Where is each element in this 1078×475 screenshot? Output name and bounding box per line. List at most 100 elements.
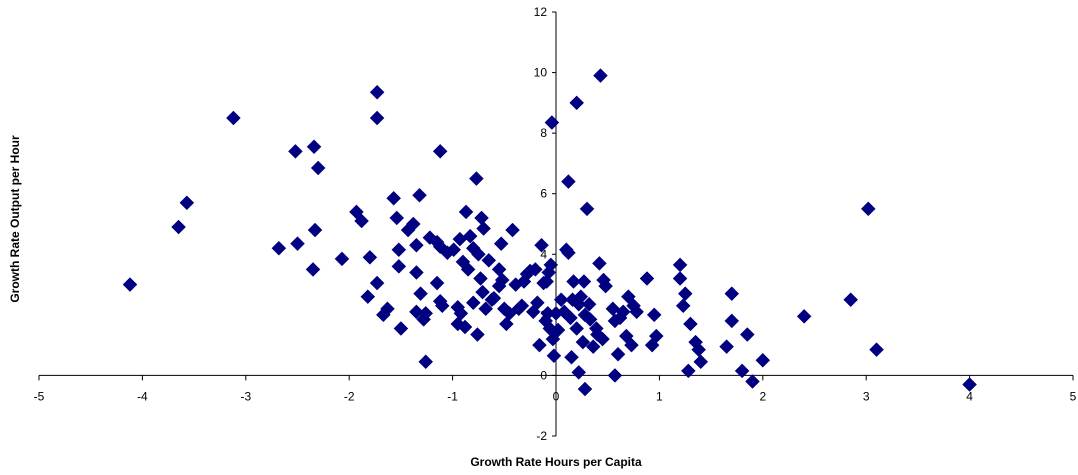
data-point <box>598 278 613 294</box>
data-point <box>843 292 859 308</box>
data-point <box>745 374 760 389</box>
data-point <box>307 222 323 238</box>
x-tick-label: -3 <box>240 389 251 403</box>
data-point <box>577 381 593 397</box>
data-point <box>571 365 587 380</box>
data-point <box>122 277 138 292</box>
data-point <box>677 286 693 302</box>
x-tick-label: 0 <box>553 389 560 403</box>
x-tick-label: 2 <box>759 389 766 403</box>
data-point <box>446 242 461 258</box>
data-point <box>693 354 709 370</box>
data-point <box>543 257 559 273</box>
data-point <box>432 143 448 159</box>
data-point <box>391 242 407 258</box>
data-point <box>675 298 691 314</box>
data-point <box>405 216 421 232</box>
y-tick-label: 4 <box>540 247 547 261</box>
data-point <box>469 171 484 186</box>
data-point <box>579 201 595 217</box>
data-point <box>499 316 514 332</box>
data-point <box>491 262 507 277</box>
data-point <box>610 346 626 362</box>
data-point <box>639 271 655 286</box>
data-point <box>869 342 884 358</box>
data-point <box>362 249 378 265</box>
data-point <box>534 237 549 253</box>
data-point <box>527 262 543 277</box>
data-point <box>434 298 450 314</box>
x-tick-label: 4 <box>966 389 973 403</box>
data-point <box>962 377 977 392</box>
data-point <box>310 160 326 176</box>
data-point <box>564 349 579 365</box>
data-point <box>629 304 645 320</box>
data-point <box>544 115 560 130</box>
y-tick-label: 8 <box>540 126 547 140</box>
data-point <box>581 296 597 312</box>
data-point <box>226 110 241 126</box>
data-point <box>369 275 385 291</box>
data-point <box>672 271 688 286</box>
data-point <box>530 295 545 311</box>
data-point <box>680 363 696 379</box>
data-point <box>465 295 481 311</box>
data-point <box>546 348 562 364</box>
y-tick-label: 10 <box>534 66 548 80</box>
data-point <box>478 301 494 317</box>
data-point <box>615 304 631 320</box>
data-point <box>624 337 639 353</box>
data-point <box>493 236 509 252</box>
data-point <box>409 304 424 320</box>
data-point <box>561 245 576 261</box>
x-tick-label: -2 <box>344 389 355 403</box>
data-point <box>553 292 569 308</box>
data-point <box>473 271 488 286</box>
data-point <box>354 213 369 229</box>
data-point <box>474 210 489 226</box>
data-point <box>413 286 428 302</box>
data-point <box>481 252 497 268</box>
data-point <box>386 190 402 206</box>
data-point <box>860 201 876 217</box>
x-tick-label: -1 <box>447 389 458 403</box>
data-point <box>486 290 502 306</box>
data-point <box>412 187 427 203</box>
data-point <box>585 339 601 355</box>
data-point <box>391 259 407 274</box>
scatter-points <box>122 68 977 397</box>
data-point <box>563 310 578 326</box>
data-point <box>719 339 734 355</box>
data-point <box>476 221 491 236</box>
data-point <box>453 305 469 321</box>
data-point <box>360 289 376 305</box>
data-point <box>582 312 598 327</box>
y-tick-label: -2 <box>536 429 547 443</box>
data-point <box>171 219 186 235</box>
y-axis-title: Growth Rate Output per Hour <box>8 135 22 303</box>
data-point <box>494 272 510 288</box>
data-point <box>532 337 547 353</box>
data-point <box>755 352 771 368</box>
data-point <box>471 246 486 262</box>
data-point <box>460 262 476 277</box>
x-tick-label: 1 <box>656 389 663 403</box>
data-point <box>458 204 474 220</box>
data-point <box>566 274 581 289</box>
data-point <box>369 110 385 126</box>
y-axis: -2024681012 <box>534 5 557 443</box>
data-point <box>569 95 585 111</box>
data-point <box>393 321 409 336</box>
data-point <box>306 139 322 155</box>
data-point <box>561 174 576 189</box>
data-point <box>724 286 740 302</box>
x-tick-label: -4 <box>137 389 148 403</box>
data-point <box>573 289 589 305</box>
data-point <box>179 195 195 211</box>
data-point <box>646 307 662 323</box>
data-point <box>475 284 490 300</box>
data-point <box>550 322 566 338</box>
data-point <box>576 274 592 289</box>
data-point <box>334 251 350 267</box>
